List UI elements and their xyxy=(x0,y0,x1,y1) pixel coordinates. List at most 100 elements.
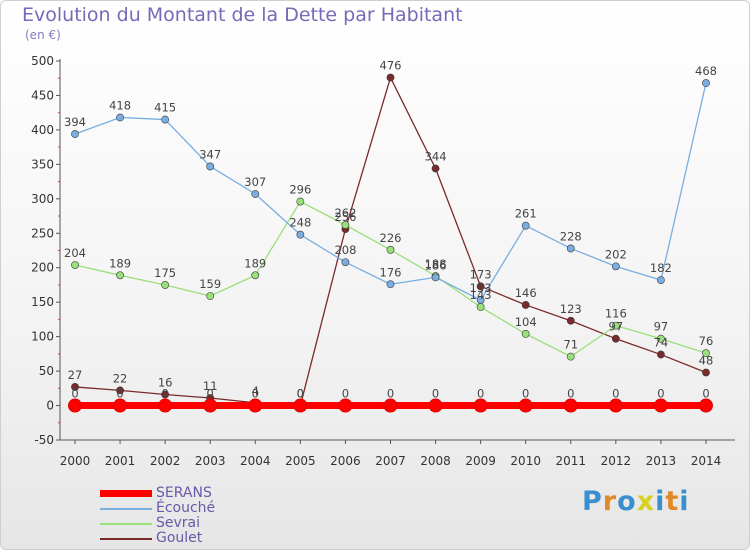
data-label: 394 xyxy=(64,115,86,129)
data-point xyxy=(251,271,260,280)
data-point xyxy=(657,350,665,359)
data-label: 74 xyxy=(654,336,669,350)
data-point xyxy=(611,321,620,330)
data-label: 159 xyxy=(199,277,221,291)
data-point xyxy=(71,261,79,269)
data-point xyxy=(71,383,79,391)
legend-label: SERANS xyxy=(156,485,212,501)
data-label: 307 xyxy=(244,175,266,189)
data-label: 415 xyxy=(154,101,176,115)
data-label: 228 xyxy=(560,229,582,243)
data-point xyxy=(161,390,170,399)
data-point xyxy=(521,301,530,309)
data-label: 176 xyxy=(380,265,402,279)
legend-swatch xyxy=(100,523,152,525)
x-tick-label: 2006 xyxy=(330,454,361,468)
legend-label: Sevrai xyxy=(156,515,201,531)
data-label: 344 xyxy=(425,149,447,163)
data-label: 226 xyxy=(380,231,402,245)
logo-letter: t xyxy=(665,486,680,517)
data-point xyxy=(521,221,530,230)
data-point xyxy=(161,281,170,289)
data-point xyxy=(296,197,305,206)
x-tick-label: 2004 xyxy=(240,454,271,468)
data-point xyxy=(161,115,170,124)
data-point xyxy=(476,296,485,305)
x-tick-label: 2005 xyxy=(285,454,316,468)
data-point xyxy=(116,386,124,395)
data-label: 22 xyxy=(113,371,128,385)
logo-letter: x xyxy=(636,486,656,517)
data-point xyxy=(158,398,173,413)
data-point xyxy=(611,334,620,343)
data-label: 173 xyxy=(470,267,492,281)
data-label: 0 xyxy=(612,387,619,401)
data-label: 256 xyxy=(334,210,356,224)
logo-letter: r xyxy=(602,486,618,517)
data-point xyxy=(116,271,124,280)
data-point xyxy=(608,398,623,413)
data-label: 208 xyxy=(334,243,356,257)
data-point xyxy=(386,73,395,82)
data-label: 116 xyxy=(605,307,627,321)
data-label: 0 xyxy=(252,387,259,401)
data-point xyxy=(566,352,575,361)
logo-letter: P xyxy=(582,486,603,517)
data-label: 0 xyxy=(342,387,349,401)
legend-label: Goulet xyxy=(156,530,203,546)
data-label: 143 xyxy=(470,288,492,302)
data-point xyxy=(338,398,353,413)
y-tick-label: 150 xyxy=(31,295,54,309)
data-point xyxy=(296,230,305,239)
legend-swatch xyxy=(100,490,152,497)
y-tick-label: 0 xyxy=(46,399,54,413)
x-tick-label: 2001 xyxy=(105,454,136,468)
data-label: 0 xyxy=(71,387,78,401)
data-point xyxy=(68,398,82,413)
data-point xyxy=(248,398,263,413)
data-label: 76 xyxy=(699,334,714,348)
data-label: 153 xyxy=(470,281,492,295)
data-point xyxy=(611,262,620,271)
x-tick-label: 2010 xyxy=(510,454,541,468)
data-point xyxy=(206,162,215,171)
data-label: 0 xyxy=(702,387,709,401)
data-label: 0 xyxy=(567,387,574,401)
data-point xyxy=(293,398,308,413)
data-label: 0 xyxy=(522,387,529,401)
data-label: 4 xyxy=(252,384,259,398)
x-tick-label: 2014 xyxy=(691,454,722,468)
data-label: 188 xyxy=(425,257,447,271)
y-tick-label: 450 xyxy=(31,88,54,102)
y-tick-label: 200 xyxy=(31,261,54,275)
data-label: 0 xyxy=(116,387,123,401)
data-point xyxy=(566,244,575,253)
data-label: 16 xyxy=(158,376,173,390)
data-label: 262 xyxy=(334,206,356,220)
legend-label: Écouché xyxy=(156,500,216,516)
legend-swatch xyxy=(100,508,152,510)
y-tick-label: 300 xyxy=(31,192,54,206)
data-label: 202 xyxy=(605,247,627,261)
data-point xyxy=(476,303,485,311)
data-label: 48 xyxy=(699,353,714,367)
x-tick-label: 2007 xyxy=(375,454,406,468)
data-point xyxy=(657,334,665,343)
data-label: 204 xyxy=(64,246,86,260)
y-tick-label: 350 xyxy=(31,157,54,171)
y-tick-label: 100 xyxy=(31,330,54,344)
x-tick-label: 2002 xyxy=(150,454,181,468)
data-label: 104 xyxy=(515,315,537,329)
data-point xyxy=(71,130,79,138)
y-tick-label: 500 xyxy=(31,54,54,68)
data-label: 0 xyxy=(432,387,439,401)
data-label: 347 xyxy=(199,147,221,161)
data-point xyxy=(521,329,530,338)
data-point xyxy=(657,276,665,285)
data-point xyxy=(206,292,215,300)
data-label: 0 xyxy=(297,387,304,401)
proxiti-logo: Proxiti xyxy=(582,486,690,517)
data-label: 248 xyxy=(289,216,311,230)
data-label: 27 xyxy=(68,368,83,382)
